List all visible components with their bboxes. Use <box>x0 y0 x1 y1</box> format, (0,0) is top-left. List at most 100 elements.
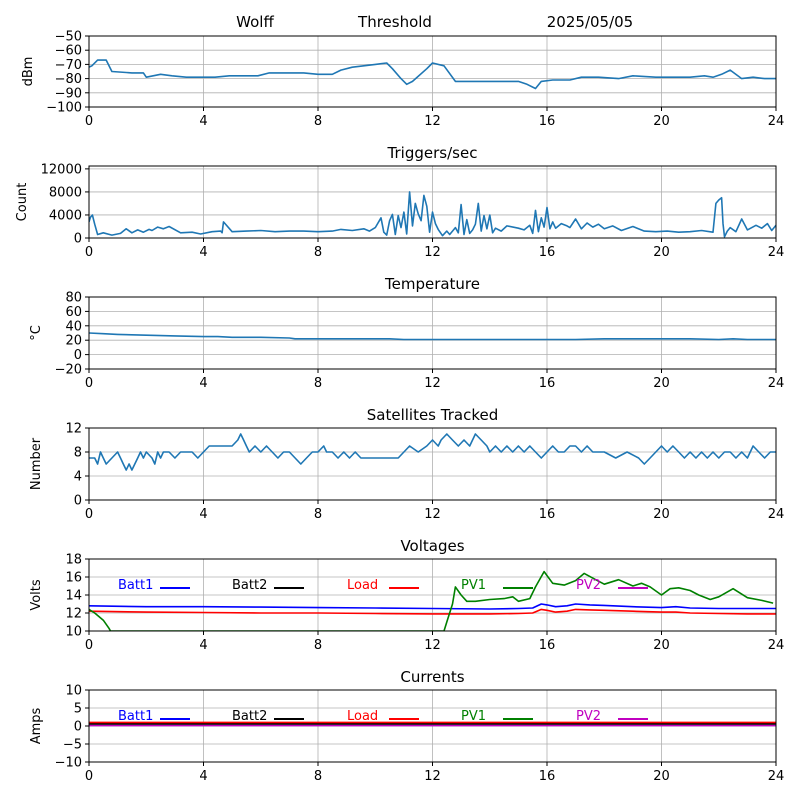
panel4-ylabel: Number <box>29 437 44 490</box>
panel3-ytick-label: −20 <box>55 363 82 378</box>
panel3-ytick-label: 40 <box>65 319 82 334</box>
header-station: Wolff <box>236 13 274 31</box>
panel1-series-line <box>89 59 776 90</box>
panel3-xtick-label: 0 <box>85 376 93 391</box>
panel1-ytick-label: −60 <box>55 44 82 59</box>
panel1-xtick-label: 0 <box>85 114 93 129</box>
panel5-legend-label-pv2: PV2 <box>576 578 601 593</box>
panel1-xtick-label: 16 <box>539 114 556 129</box>
panel6-xtick-label: 4 <box>199 769 207 784</box>
panel5-ytick-label: 10 <box>65 625 82 640</box>
panel3-xtick-label: 16 <box>539 376 556 391</box>
panel4-xtick-label: 4 <box>199 507 207 522</box>
panel2-xtick-label: 8 <box>314 245 322 260</box>
panel6-xtick-label: 24 <box>768 769 785 784</box>
panel4-xtick-label: 0 <box>85 507 93 522</box>
panel4-xtick-label: 12 <box>424 507 441 522</box>
panel6-legend-label-pv1: PV1 <box>461 709 486 724</box>
panel4-ytick-label: 12 <box>65 422 82 437</box>
panel2-ylabel: Count <box>15 183 30 222</box>
panel1-xtick-label: 12 <box>424 114 441 129</box>
panel6-ytick-label: 0 <box>74 720 82 735</box>
panel2-xtick-label: 12 <box>424 245 441 260</box>
panel3-xtick-label: 20 <box>653 376 670 391</box>
panel3-ytick-label: 20 <box>65 334 82 349</box>
panel5-ylabel: Volts <box>29 579 44 611</box>
panel6-ytick-label: 5 <box>74 702 82 717</box>
panel6-xtick-label: 12 <box>424 769 441 784</box>
panel5-xtick-label: 20 <box>653 638 670 653</box>
panel5-series-line-pv1 <box>89 570 774 631</box>
panel5-xtick-label: 8 <box>314 638 322 653</box>
panel1-ylabel: dBm <box>21 57 36 87</box>
panel1-ytick-label: −80 <box>55 72 82 87</box>
panel2-xtick-label: 16 <box>539 245 556 260</box>
panel1-ytick-label: −90 <box>55 86 82 101</box>
panel1-ytick-label: −50 <box>55 30 82 45</box>
panel5-legend-label-batt2: Batt2 <box>232 578 267 593</box>
panel2-ytick-label: 0 <box>74 232 82 247</box>
panel2-xtick-label: 20 <box>653 245 670 260</box>
panel5-xtick-label: 0 <box>85 638 93 653</box>
panel6-title: Currents <box>400 668 464 686</box>
panel2-title: Triggers/sec <box>387 144 478 162</box>
panel6-legend-label-load: Load <box>347 709 378 724</box>
panel5-ytick-label: 12 <box>65 607 82 622</box>
panel3-xtick-label: 12 <box>424 376 441 391</box>
panel3-xtick-label: 24 <box>768 376 785 391</box>
panel6-legend-label-pv2: PV2 <box>576 709 601 724</box>
panel4-ytick-label: 0 <box>74 494 82 509</box>
panel2-series-line <box>89 191 776 238</box>
panel6-xtick-label: 16 <box>539 769 556 784</box>
panel3-xtick-label: 4 <box>199 376 207 391</box>
panel4-title: Satellites Tracked <box>367 406 498 424</box>
panel5-title: Voltages <box>400 537 464 555</box>
panel2-xtick-label: 0 <box>85 245 93 260</box>
panel1-xtick-label: 24 <box>768 114 785 129</box>
panel5-xtick-label: 16 <box>539 638 556 653</box>
panel2-ytick-label: 4000 <box>49 208 82 223</box>
panel4-xtick-label: 20 <box>653 507 670 522</box>
panel5-ytick-label: 16 <box>65 571 82 586</box>
panel1-ytick-label: −70 <box>55 58 82 73</box>
panel3-ytick-label: 60 <box>65 305 82 320</box>
panel5-legend-label-pv1: PV1 <box>461 578 486 593</box>
panel5-legend-label-batt1: Batt1 <box>118 578 153 593</box>
panel6-xtick-label: 8 <box>314 769 322 784</box>
panel5-legend-label-load: Load <box>347 578 378 593</box>
panel5-series-line-batt1 <box>89 603 776 610</box>
panel2-xtick-label: 24 <box>768 245 785 260</box>
panel4-xtick-label: 16 <box>539 507 556 522</box>
panel6-xtick-label: 20 <box>653 769 670 784</box>
panel6-ytick-label: −10 <box>55 756 82 771</box>
panel6-ytick-label: −5 <box>63 738 82 753</box>
panel5-series-line-load <box>89 608 776 615</box>
panel3-series-line <box>89 332 776 341</box>
header-date: 2025/05/05 <box>547 13 633 31</box>
header-mode: Threshold <box>357 13 432 31</box>
panel5-ytick-label: 18 <box>65 553 82 568</box>
panel4-xtick-label: 8 <box>314 507 322 522</box>
panel3-title: Temperature <box>384 275 480 293</box>
panel6-legend-label-batt2: Batt2 <box>232 709 267 724</box>
panel1-ytick-label: −100 <box>46 101 82 116</box>
panel1-xtick-label: 20 <box>653 114 670 129</box>
panel2-ytick-label: 8000 <box>49 185 82 200</box>
panel6-legend-label-batt1: Batt1 <box>118 709 153 724</box>
panel2-xtick-label: 4 <box>199 245 207 260</box>
panel4-ytick-label: 8 <box>74 446 82 461</box>
panel1-xtick-label: 4 <box>199 114 207 129</box>
panel4-ytick-label: 4 <box>74 470 82 485</box>
panel2-ytick-label: 12000 <box>41 162 82 177</box>
panel5-xtick-label: 24 <box>768 638 785 653</box>
panel3-ytick-label: 80 <box>65 291 82 306</box>
panel3-ytick-label: 0 <box>74 348 82 363</box>
panel3-xtick-label: 8 <box>314 376 322 391</box>
panel1-xtick-label: 8 <box>314 114 322 129</box>
panel6-xtick-label: 0 <box>85 769 93 784</box>
panel4-xtick-label: 24 <box>768 507 785 522</box>
panel5-xtick-label: 4 <box>199 638 207 653</box>
panel6-ytick-label: 10 <box>65 684 82 699</box>
